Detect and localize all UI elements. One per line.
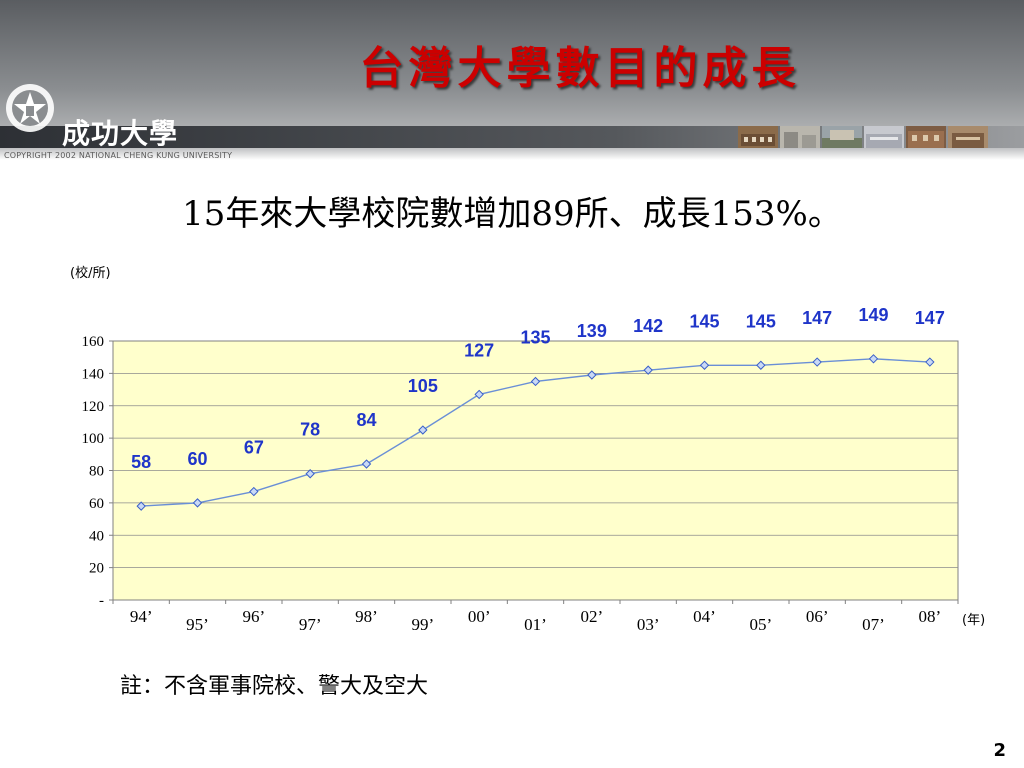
plot-area: - 20 40 60 80 100 120 140 160 94’ 95’ 96’ 97’ 98’ 99’ 0… [82, 305, 959, 634]
campus-photo-4 [864, 126, 904, 148]
page-number: 2 [993, 740, 1006, 761]
y-tick-label: 160 [82, 334, 105, 350]
data-label: 135 [520, 327, 550, 347]
data-label: 147 [915, 308, 945, 328]
data-label: 60 [187, 449, 207, 469]
data-label: 67 [244, 438, 264, 458]
campus-photo-1 [738, 126, 778, 148]
x-tick-label: 98’ [355, 607, 378, 626]
x-tick-label: 00’ [468, 607, 491, 626]
y-tick-label: 40 [89, 528, 104, 544]
copyright-text: COPYRIGHT 2002 NATIONAL CHENG KUNG UNIVE… [4, 151, 233, 160]
university-logo-icon [6, 84, 54, 132]
data-point [868, 354, 879, 364]
x-tick-label: 01’ [524, 615, 547, 634]
y-tick-label: 20 [89, 561, 104, 577]
y-tick-label: - [99, 593, 104, 609]
data-point [812, 357, 822, 367]
data-point [474, 389, 484, 400]
x-tick-label: 03’ [637, 615, 660, 634]
data-point [699, 360, 710, 370]
data-point [530, 376, 541, 387]
footnote: 註：不含軍事院校、警大及空大 [120, 674, 429, 699]
data-point [925, 357, 935, 367]
y-tick-label: 60 [89, 496, 104, 512]
data-point [305, 469, 315, 479]
data-label: 84 [356, 410, 376, 430]
x-axis-unit-label: (年) [962, 613, 986, 628]
data-label: 78 [300, 420, 320, 440]
x-tick-label: 07’ [862, 615, 885, 634]
campus-photo-2 [780, 126, 820, 148]
data-point [643, 365, 653, 375]
y-tick-label: 120 [82, 399, 105, 415]
y-tick-label: 140 [82, 366, 105, 382]
campus-photo-5 [906, 126, 946, 148]
y-axis-unit-label: (校/所) [70, 266, 111, 281]
x-tick-label: 95’ [186, 615, 209, 634]
campus-photo-strip [738, 126, 988, 148]
data-point [418, 425, 428, 435]
data-point [587, 370, 597, 380]
slide-subtitle: 15年來大學校院數增加89所、成長153%。 [182, 194, 842, 234]
x-tick-label: 04’ [693, 607, 716, 626]
data-label: 139 [577, 321, 607, 341]
header-fade [0, 148, 1024, 160]
x-tick-label: 94’ [130, 607, 153, 626]
data-label: 145 [689, 311, 719, 331]
x-tick-label: 96’ [242, 607, 265, 626]
data-label: 127 [464, 340, 494, 360]
data-point [136, 501, 146, 511]
data-label: 149 [858, 305, 888, 325]
data-label: 105 [408, 376, 438, 396]
data-label: 145 [746, 311, 776, 331]
x-tick-label: 99’ [411, 615, 434, 634]
x-tick-label: 08’ [918, 607, 941, 626]
logo-text: 成功大學 [62, 117, 179, 150]
data-point [192, 498, 203, 508]
y-tick-label: 80 [89, 464, 104, 480]
data-label: 147 [802, 308, 832, 328]
slide-title: 台灣大學數目的成長 [359, 43, 801, 94]
x-tick-label: 97’ [299, 615, 322, 634]
data-point [249, 486, 259, 497]
x-tick-label: 06’ [806, 607, 829, 626]
campus-photo-3 [822, 126, 862, 148]
campus-photo-6 [948, 126, 988, 148]
data-label: 142 [633, 316, 663, 336]
data-point [756, 360, 766, 370]
data-label: 58 [131, 452, 151, 472]
x-tick-label: 02’ [580, 607, 603, 626]
y-tick-label: 100 [82, 431, 105, 447]
data-point [361, 459, 372, 469]
x-tick-label: 05’ [749, 615, 772, 634]
